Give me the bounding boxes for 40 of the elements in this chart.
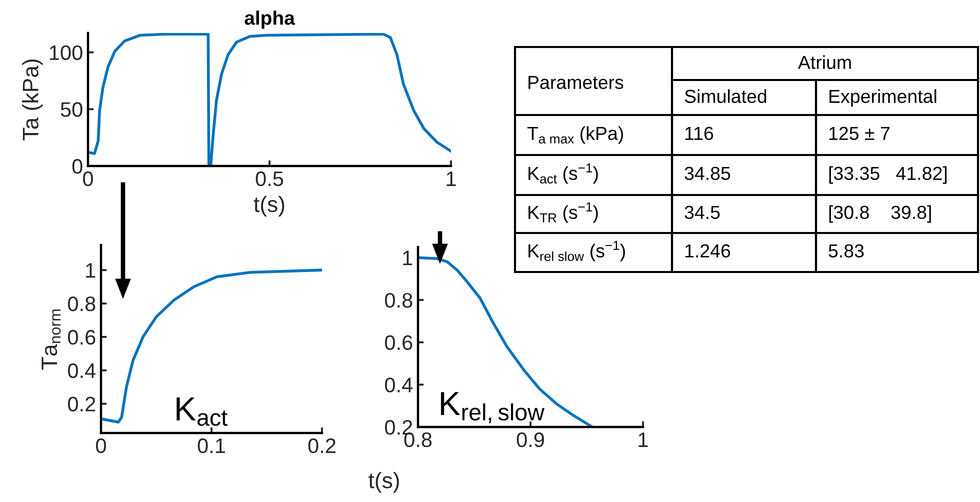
text: 5.83 bbox=[828, 244, 864, 258]
y-tick-label: 1 bbox=[86, 263, 96, 278]
text: 1.246 bbox=[685, 244, 730, 258]
y-tick-label: 0.8 bbox=[384, 292, 412, 308]
text: Simulated bbox=[684, 89, 766, 104]
text: [30.8 39.8] bbox=[829, 205, 931, 223]
y-tick-label: 1 bbox=[403, 250, 412, 266]
x-tick-label: 0.1 bbox=[198, 438, 225, 454]
y-tick-label: 0 bbox=[72, 159, 82, 174]
x-tick-label: 1 bbox=[638, 432, 648, 447]
x-tick-label: 0.2 bbox=[308, 438, 336, 454]
line-series bbox=[101, 268, 322, 424]
x-tick-label: 0.9 bbox=[516, 432, 544, 448]
text: 34.85 bbox=[684, 166, 730, 180]
text: 116 bbox=[685, 126, 714, 140]
annotation: K$_{rel,slow}$ bbox=[440, 392, 544, 424]
text: 125 ± 7 bbox=[829, 126, 890, 140]
y-tick-label: 0.8 bbox=[68, 296, 96, 312]
y-tick-label: 0.2 bbox=[68, 396, 96, 412]
x-tick-label: 1 bbox=[446, 172, 456, 186]
line-series bbox=[88, 33, 451, 166]
x-tick-label: 0 bbox=[96, 438, 106, 454]
y-tick-label: 0.4 bbox=[68, 363, 96, 378]
text: Atrium bbox=[798, 55, 851, 70]
y-tick-label: 0.6 bbox=[68, 330, 96, 345]
y-tick-label: 100 bbox=[50, 45, 82, 60]
x-axis-title: t(s) bbox=[368, 472, 399, 493]
y-tick-label: 50 bbox=[60, 102, 82, 117]
x-axis-title: t(s) bbox=[254, 196, 284, 217]
annotation: K$_{act}$ bbox=[176, 397, 228, 426]
chart-title: alpha bbox=[244, 10, 296, 29]
y-tick-label: 0.4 bbox=[384, 378, 413, 392]
y-axis-title: Ta$_{norm}$ bbox=[42, 310, 61, 370]
text: [33.35 41.82] bbox=[829, 166, 947, 184]
x-tick-label: 0.5 bbox=[256, 171, 284, 186]
text: Parameters bbox=[528, 76, 624, 90]
y-tick-label: 0.6 bbox=[384, 335, 412, 350]
text: 34.5 bbox=[684, 206, 720, 220]
y-axis-title: Ta (kPa) bbox=[22, 60, 43, 140]
text: Experimental bbox=[830, 89, 936, 107]
